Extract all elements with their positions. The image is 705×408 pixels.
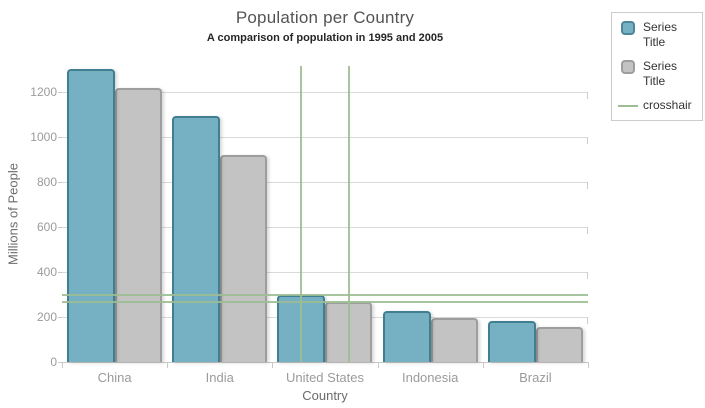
right-axis-tick (587, 182, 588, 190)
y-tick-label: 1200 (30, 85, 57, 100)
legend-item-label: Series Title (643, 20, 678, 49)
legend: Series Title Series Title crosshair (611, 12, 703, 121)
bar[interactable] (67, 68, 115, 362)
crosshair-line-icon (618, 98, 638, 107)
bar[interactable] (115, 87, 162, 362)
legend-item[interactable]: Series Title (618, 20, 698, 50)
legend-item[interactable]: crosshair (618, 98, 698, 113)
right-axis-tick (587, 137, 588, 145)
bar[interactable] (535, 326, 583, 362)
legend-item-label: crosshair (643, 98, 692, 112)
y-axis-tick (58, 92, 62, 94)
bar[interactable] (382, 310, 431, 362)
y-tick-label: 800 (36, 175, 57, 190)
y-tick-label: 0 (50, 355, 57, 369)
right-axis-tick (587, 227, 588, 234)
legend-square-marker (621, 21, 635, 35)
x-axis-tick (272, 362, 274, 368)
legend-square-marker (621, 60, 635, 74)
bar[interactable] (220, 155, 268, 362)
category-label: Brazil (519, 370, 552, 385)
right-axis-tick (587, 272, 588, 279)
y-tick-label: 1000 (30, 130, 57, 145)
crosshair-vertical-line (347, 66, 350, 362)
legend-item[interactable]: Series Title (618, 59, 698, 89)
chart-subtitle: A comparison of population in 1995 and 2… (206, 32, 444, 44)
right-axis-tick (587, 92, 588, 100)
x-axis-tick (377, 362, 379, 368)
right-axis-tick (587, 317, 588, 324)
crosshair-horizontal-line (62, 301, 588, 304)
y-axis-tick (58, 272, 62, 273)
crosshair-vertical-line (300, 66, 303, 362)
y-tick-label: 400 (36, 265, 57, 279)
bar[interactable] (487, 320, 536, 362)
gridline (62, 137, 588, 139)
y-tick-label: 200 (36, 310, 57, 324)
bar[interactable] (172, 116, 221, 362)
chart-title: Population per Country (235, 8, 415, 27)
gridline (62, 92, 588, 94)
x-axis-tick (62, 362, 63, 368)
series-marker-icon (618, 20, 638, 35)
y-axis-tick (58, 317, 62, 318)
x-axis-tick (482, 362, 484, 368)
gridline (62, 227, 588, 228)
category-label: Indonesia (401, 370, 459, 385)
bar[interactable] (430, 317, 478, 362)
y-axis-tick (58, 362, 62, 363)
y-axis-tick (58, 182, 62, 184)
legend-item-label: Series Title (643, 59, 678, 88)
y-axis-tick (58, 227, 62, 228)
category-label: India (205, 370, 234, 385)
plot-area[interactable] (62, 66, 588, 363)
x-axis-tick (167, 362, 169, 368)
legend-line-marker (618, 105, 638, 107)
gridline (62, 182, 588, 184)
category-label: United States (285, 370, 364, 385)
x-axis-title: Country (302, 388, 348, 403)
category-label: China (97, 370, 132, 385)
series-marker-icon (618, 59, 638, 74)
x-axis-tick (588, 362, 589, 368)
gridline (62, 272, 588, 273)
y-tick-label: 600 (36, 220, 57, 234)
y-axis-tick (58, 137, 62, 139)
crosshair-horizontal-line (62, 294, 588, 297)
